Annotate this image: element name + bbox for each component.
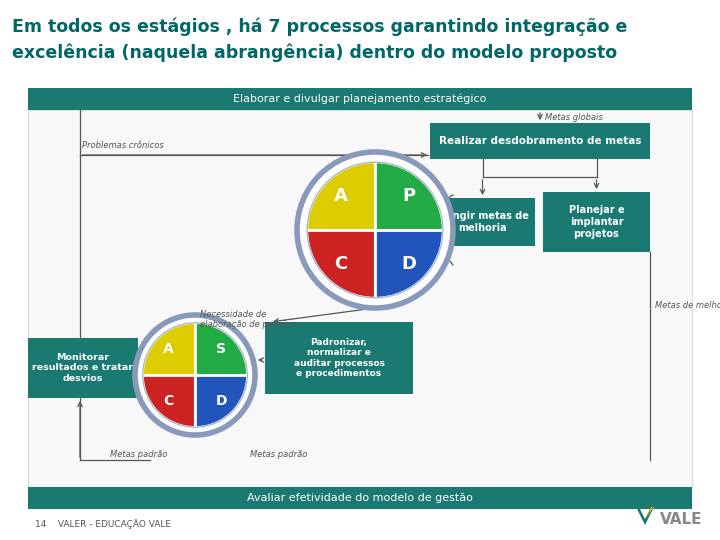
Text: A: A	[163, 342, 174, 356]
Bar	[28, 110, 692, 487]
Wedge shape	[143, 323, 195, 375]
Wedge shape	[375, 162, 443, 230]
Bar	[430, 198, 535, 246]
Text: D: D	[216, 394, 227, 408]
Text: Metas padrão: Metas padrão	[250, 450, 307, 459]
Text: Planejar e
implantar
projetos: Planejar e implantar projetos	[569, 205, 624, 239]
Text: D: D	[402, 255, 417, 273]
Text: 14    VALER - EDUCAÇÃO VALE: 14 VALER - EDUCAÇÃO VALE	[35, 519, 171, 529]
Bar	[28, 88, 692, 110]
Text: S: S	[217, 342, 226, 356]
Text: Avaliar efetividade do modelo de gestão: Avaliar efetividade do modelo de gestão	[247, 493, 473, 503]
Text: Necessidade de
elaboração de padrões: Necessidade de elaboração de padrões	[200, 310, 297, 329]
Text: Atingir metas de
melhoria: Atingir metas de melhoria	[436, 211, 528, 233]
Text: Metas padrão: Metas padrão	[110, 450, 167, 459]
Text: Realizar desdobramento de metas: Realizar desdobramento de metas	[438, 136, 642, 146]
Text: Problemas crônicos: Problemas crônicos	[82, 141, 163, 150]
Text: A: A	[334, 187, 348, 205]
Text: Metas globais: Metas globais	[545, 113, 603, 123]
Bar	[543, 192, 650, 252]
Circle shape	[135, 315, 255, 435]
Wedge shape	[195, 323, 247, 375]
Wedge shape	[143, 375, 195, 427]
Text: excelência (naquela abrangência) dentro do modelo proposto: excelência (naquela abrangência) dentro …	[12, 44, 617, 63]
Polygon shape	[636, 507, 654, 525]
Bar	[430, 123, 650, 159]
Text: Em todos os estágios , há 7 processos garantindo integração e: Em todos os estágios , há 7 processos ga…	[12, 18, 627, 37]
Wedge shape	[307, 230, 375, 298]
Bar	[265, 322, 413, 394]
Circle shape	[297, 152, 453, 308]
Text: Elaborar e divulgar planejamento estratégico: Elaborar e divulgar planejamento estraté…	[233, 94, 487, 104]
Text: C: C	[163, 394, 174, 408]
Wedge shape	[307, 162, 375, 230]
Bar	[28, 338, 138, 398]
Polygon shape	[645, 507, 654, 519]
Text: VALE: VALE	[660, 512, 703, 528]
Text: Metas de melhoria: Metas de melhoria	[655, 300, 720, 309]
Text: Padronizar,
normalizar e
auditar processos
e procedimentos: Padronizar, normalizar e auditar process…	[294, 338, 384, 378]
Text: Monitorar
resultados e tratar
desvios: Monitorar resultados e tratar desvios	[32, 353, 133, 383]
Text: P: P	[402, 187, 416, 205]
Wedge shape	[195, 375, 247, 427]
Text: C: C	[334, 255, 347, 273]
Wedge shape	[375, 230, 443, 298]
Bar	[28, 487, 692, 509]
